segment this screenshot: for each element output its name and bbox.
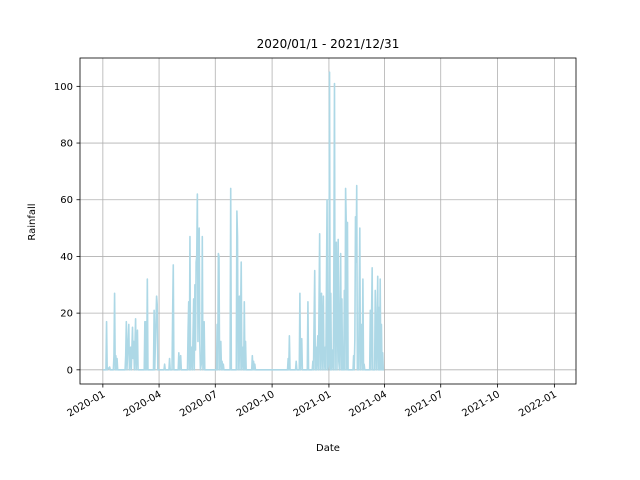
y-tick-label: 40 bbox=[60, 252, 73, 263]
y-tick-label: 60 bbox=[60, 195, 73, 206]
chart-title: 2020/01/1 - 2021/12/31 bbox=[257, 37, 400, 51]
rainfall-line bbox=[102, 71, 385, 371]
y-tick-label: 0 bbox=[67, 365, 73, 376]
y-axis: 0 20 40 60 80 100 bbox=[54, 82, 80, 376]
y-tick-label: 20 bbox=[60, 309, 73, 320]
x-axis-label: Date bbox=[316, 443, 340, 454]
y-tick-label: 80 bbox=[60, 139, 73, 150]
rainfall-series bbox=[102, 71, 385, 371]
y-axis-label: Rainfall bbox=[27, 203, 38, 240]
plot-frame bbox=[79, 57, 577, 385]
y-tick-label: 100 bbox=[54, 82, 73, 93]
